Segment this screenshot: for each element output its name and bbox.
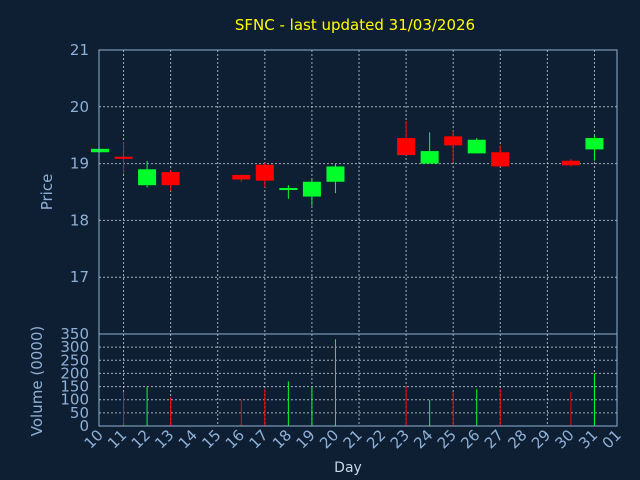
x-tick-label: 12 (128, 426, 154, 452)
candle-body (114, 156, 133, 159)
candle-body (491, 152, 510, 167)
x-tick-label: 17 (245, 426, 271, 452)
price-axis-label: Price (38, 174, 56, 211)
chart-title: SFNC - last updated 31/03/2026 (235, 16, 475, 34)
volume-tick-label: 250 (60, 351, 89, 369)
x-tick-label: 15 (198, 426, 224, 452)
volume-tick-label: 300 (60, 338, 89, 356)
x-tick-label: 27 (481, 426, 507, 452)
x-tick-label: 30 (552, 426, 578, 452)
x-tick-label: 29 (528, 426, 554, 452)
x-tick-label: 19 (293, 426, 319, 452)
volume-grid (99, 334, 617, 426)
volume-panel-frame (98, 333, 618, 427)
candle-body (444, 136, 463, 146)
x-tick-label: 26 (457, 426, 483, 452)
candle-body (467, 139, 486, 154)
x-tick-label: 24 (410, 426, 436, 452)
x-tick-label: 31 (575, 426, 601, 452)
volume-tick-label: 200 (60, 364, 89, 382)
price-tick-label: 21 (70, 41, 89, 59)
price-tick-label: 18 (70, 211, 89, 229)
x-tick-label: 23 (387, 426, 413, 452)
price-grid (99, 49, 617, 334)
x-tick-label: 11 (104, 426, 130, 452)
volume-axis-label: Volume (0000) (28, 326, 46, 436)
candle-body (161, 172, 180, 186)
x-axis-label: Day (334, 460, 362, 476)
price-tick-label: 17 (70, 268, 89, 286)
candle-body (138, 169, 157, 186)
price-panel-frame (98, 49, 618, 335)
x-tick-label: 20 (316, 426, 342, 452)
volume-bars (123, 339, 595, 426)
candle-body (232, 174, 251, 180)
price-tick-label: 19 (70, 155, 89, 173)
price-candles (91, 121, 604, 206)
volume-tick-label: 150 (60, 378, 89, 396)
x-tick-label: 18 (269, 426, 295, 452)
candle-body (420, 151, 439, 164)
x-tick-label: 25 (434, 426, 460, 452)
x-tick-label: 22 (363, 426, 389, 452)
candle-body (326, 166, 345, 182)
x-tick-label: 13 (151, 426, 177, 452)
volume-tick-label: 350 (60, 325, 89, 343)
candle-body (397, 138, 416, 156)
candle-body (255, 164, 274, 181)
x-tick-label: 28 (504, 426, 530, 452)
price-tick-label: 20 (70, 98, 89, 116)
x-tick-label: 16 (222, 426, 248, 452)
candle-body (585, 138, 604, 150)
x-tick-label: 01 (599, 426, 625, 452)
volume-tick-label: 0 (79, 417, 89, 435)
candle-body (561, 160, 580, 166)
candle-body (279, 188, 298, 191)
x-tick-label: 14 (175, 426, 201, 452)
tick-labels: 1011121314151617181920212223242526272829… (60, 41, 624, 452)
candle-body (91, 148, 109, 153)
x-tick-label: 21 (340, 426, 366, 452)
volume-tick-label: 100 (60, 391, 89, 409)
candle-body (302, 181, 321, 197)
volume-tick-label: 50 (70, 404, 89, 422)
